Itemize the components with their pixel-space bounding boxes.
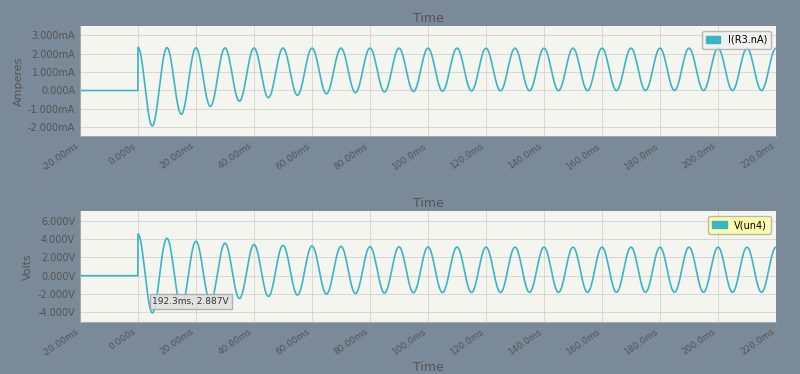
Text: 192.2ms, 2.439V: 192.2ms, 2.439V: [0, 373, 1, 374]
Legend: V(un4): V(un4): [708, 216, 771, 234]
Text: 192.3ms, 2.887V: 192.3ms, 2.887V: [153, 297, 229, 306]
Y-axis label: Amperes: Amperes: [14, 56, 24, 106]
Legend: I(R3.nA): I(R3.nA): [702, 31, 771, 49]
X-axis label: Time: Time: [413, 361, 443, 374]
Title: Time: Time: [413, 197, 443, 210]
Title: Time: Time: [413, 12, 443, 25]
Y-axis label: Volts: Volts: [23, 253, 34, 280]
